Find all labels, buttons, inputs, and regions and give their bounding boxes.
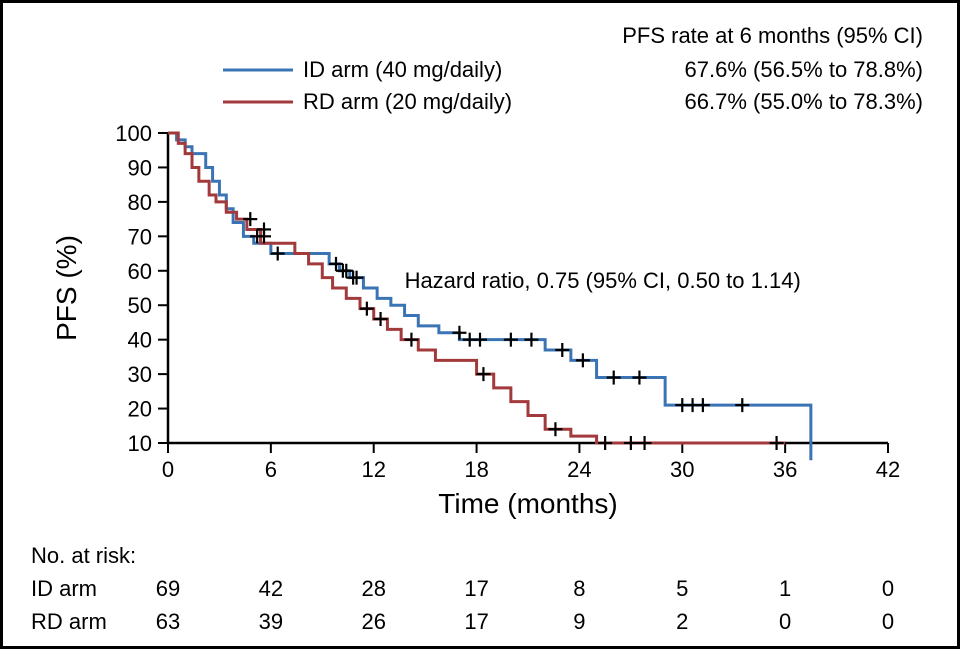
svg-text:18: 18: [464, 457, 488, 482]
svg-text:24: 24: [567, 457, 591, 482]
svg-text:30: 30: [670, 457, 694, 482]
x-ticks: 0 6 12 18 24 30 36 42: [162, 443, 900, 482]
svg-text:60: 60: [128, 259, 152, 284]
km-curve-id-arm: [168, 133, 811, 460]
svg-text:70: 70: [128, 224, 152, 249]
risk-count: 28: [361, 576, 385, 601]
svg-text:40: 40: [128, 328, 152, 353]
at-risk-table: No. at risk: ID arm 69 42 28 17 8 5 1 0 RD arm 63 3…: [31, 543, 894, 634]
risk-count: 39: [259, 609, 283, 634]
risk-count: 17: [464, 576, 488, 601]
risk-count: 0: [882, 609, 894, 634]
svg-text:90: 90: [128, 155, 152, 180]
risk-count: 17: [464, 609, 488, 634]
risk-count: 0: [779, 609, 791, 634]
censor-marks-rd: [243, 212, 783, 450]
risk-count: 69: [156, 576, 180, 601]
risk-count: 5: [676, 576, 688, 601]
svg-text:0: 0: [162, 457, 174, 482]
chart-frame: 06121824303642 102030405060708090100 PFS…: [0, 0, 960, 649]
legend: PFS rate at 6 months (95% CI) ID arm (40…: [223, 23, 923, 114]
legend-label-id: ID arm (40 mg/daily): [303, 57, 502, 82]
risk-count: 63: [156, 609, 180, 634]
risk-count: 42: [259, 576, 283, 601]
risk-count: 26: [361, 609, 385, 634]
svg-text:20: 20: [128, 397, 152, 422]
risk-count: 1: [779, 576, 791, 601]
svg-text:30: 30: [128, 362, 152, 387]
svg-text:6: 6: [265, 457, 277, 482]
risk-table-title: No. at risk:: [31, 543, 136, 568]
legend-value-rd: 66.7% (55.0% to 78.3%): [685, 89, 923, 114]
legend-header: PFS rate at 6 months (95% CI): [622, 23, 923, 48]
x-axis-label: Time (months): [438, 488, 617, 519]
legend-label-rd: RD arm (20 mg/daily): [303, 89, 512, 114]
svg-text:12: 12: [361, 457, 385, 482]
risk-row-label: RD arm: [31, 609, 107, 634]
risk-count: 9: [573, 609, 585, 634]
risk-row-label: ID arm: [31, 576, 97, 601]
km-plot-svg: 06121824303642 102030405060708090100 PFS…: [3, 3, 957, 646]
svg-text:50: 50: [128, 293, 152, 318]
risk-count: 0: [882, 576, 894, 601]
svg-text:42: 42: [876, 457, 900, 482]
legend-value-id: 67.6% (56.5% to 78.8%): [685, 57, 923, 82]
y-axis-label: PFS (%): [51, 235, 82, 341]
censor-marks-id: [250, 229, 749, 412]
hazard-ratio-annotation: Hazard ratio, 0.75 (95% CI, 0.50 to 1.14…: [405, 268, 801, 293]
svg-text:100: 100: [115, 121, 152, 146]
svg-text:80: 80: [128, 190, 152, 215]
risk-count: 8: [573, 576, 585, 601]
svg-text:36: 36: [773, 457, 797, 482]
svg-text:10: 10: [128, 431, 152, 456]
risk-count: 2: [676, 609, 688, 634]
y-ticks: 10 20 30 40 50 60 70 80 90 100: [115, 121, 168, 456]
